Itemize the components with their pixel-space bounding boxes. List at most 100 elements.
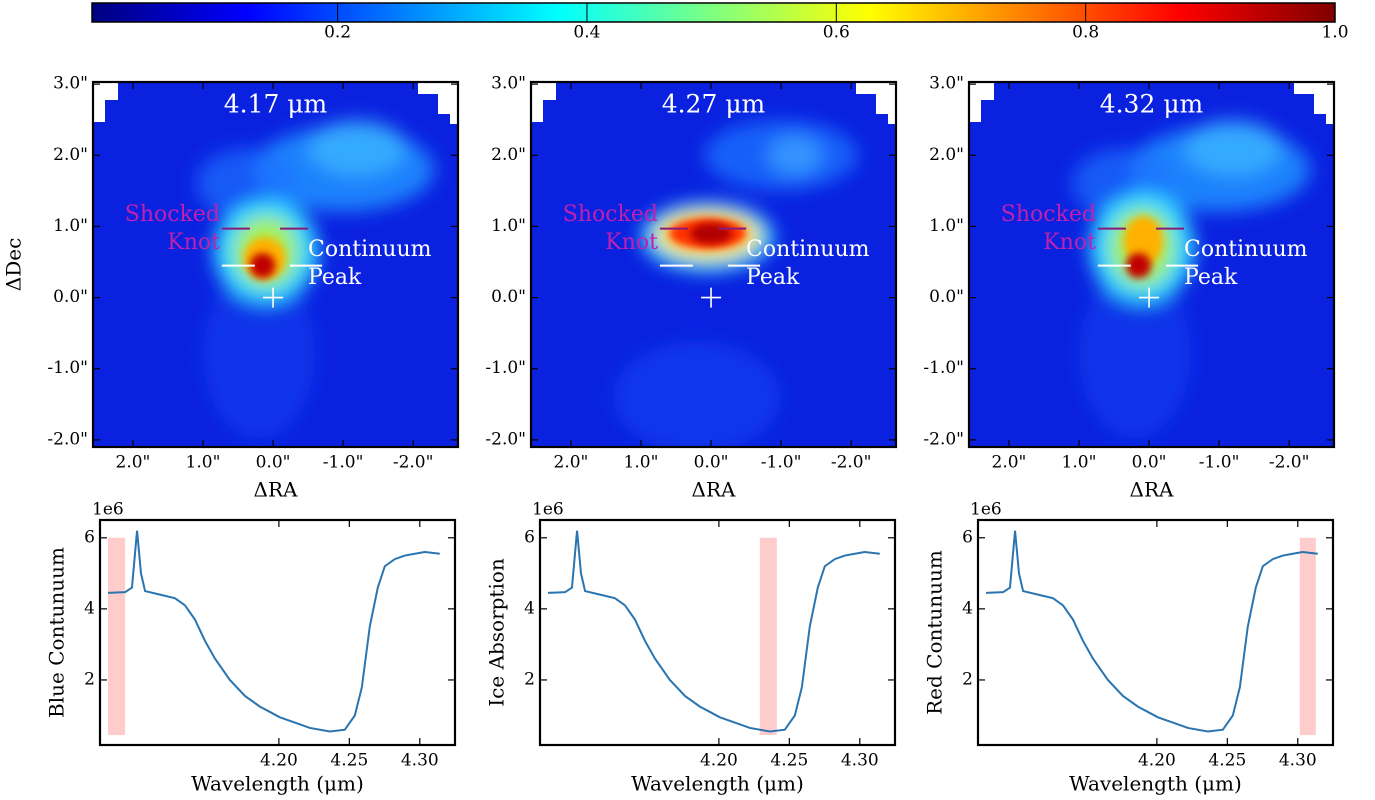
masked-region: [93, 82, 118, 100]
y-tick-label: -1.0": [485, 358, 526, 378]
y-tick-label: 3.0": [491, 74, 526, 94]
x-tick-label: 4.20: [700, 751, 738, 771]
y-tick-label: 2.0": [929, 145, 964, 165]
x-tick-label: 2.0": [992, 453, 1027, 473]
x-tick-label: -1.0": [761, 453, 802, 473]
emission-blob: [249, 252, 276, 279]
masked-region: [969, 100, 981, 122]
annotation: Knot: [1043, 230, 1096, 255]
colorbar-tick-label: 0.8: [1072, 23, 1099, 43]
x-axis-label: ΔRA: [692, 478, 737, 502]
masked-region: [1326, 114, 1334, 124]
x-tick-label: 1.0": [1062, 453, 1097, 473]
offset-label: 1e6: [970, 500, 1002, 520]
annotation: Shocked: [563, 202, 658, 227]
y-tick-label: 1.0": [929, 216, 964, 236]
y-tick-label: 2.0": [53, 145, 88, 165]
masked-region: [531, 82, 556, 100]
annotation: Shocked: [125, 202, 220, 227]
x-tick-label: -1.0": [323, 453, 364, 473]
spectrum-line: [985, 530, 1318, 733]
emission-blob: [1184, 120, 1283, 177]
emission-blob: [1079, 270, 1192, 439]
y-tick-label: 6: [84, 527, 95, 547]
y-tick-label: -1.0": [923, 358, 964, 378]
y-tick-label: 3.0": [929, 74, 964, 94]
x-tick-label: 0.0": [256, 453, 291, 473]
x-tick-label: -1.0": [1199, 453, 1240, 473]
x-tick-label: 4.20: [1138, 751, 1176, 771]
masked-region: [856, 82, 896, 94]
x-tick-label: 4.30: [401, 751, 439, 771]
masked-region: [93, 100, 105, 122]
x-tick-label: 1.0": [186, 453, 221, 473]
plot-frame: [529, 80, 898, 449]
y-tick-label: 0.0": [491, 287, 526, 307]
plot-frame: [538, 518, 897, 747]
y-axis-label: Ice Absorption: [485, 558, 509, 707]
x-tick-label: 4.25: [330, 751, 368, 771]
y-tick-label: -2.0": [485, 429, 526, 449]
y-tick-label: 6: [524, 527, 535, 547]
masked-region: [418, 82, 458, 94]
annotation: Continuum: [1184, 237, 1308, 262]
spectrum-line: [547, 530, 880, 733]
x-tick-label: 1.0": [624, 453, 659, 473]
x-axis-label: Wavelength (μm): [191, 772, 364, 796]
y-tick-label: 4: [524, 598, 535, 618]
colorbar: [91, 2, 1336, 23]
y-tick-label: 0.0": [53, 287, 88, 307]
masked-region: [1314, 94, 1334, 114]
y-tick-label: -1.0": [47, 358, 88, 378]
x-tick-label: 4.30: [841, 751, 879, 771]
x-tick-label: 0.0": [694, 453, 729, 473]
y-tick-label: 2.0": [491, 145, 526, 165]
y-tick-label: 6: [962, 527, 973, 547]
y-tick-label: 0.0": [929, 287, 964, 307]
spectrum-line: [107, 530, 440, 733]
emission-blob: [308, 120, 407, 177]
emission-blob: [1125, 252, 1152, 279]
x-axis-label: Wavelength (μm): [631, 772, 804, 796]
x-axis-label: ΔRA: [1130, 478, 1175, 502]
x-axis-label: Wavelength (μm): [1069, 772, 1242, 796]
masked-region: [969, 82, 994, 100]
emission-blob: [1123, 216, 1164, 266]
emission-blob: [690, 223, 733, 245]
x-tick-label: -2.0": [1269, 453, 1310, 473]
annotation: Continuum: [308, 237, 432, 262]
annotation: Peak: [1184, 265, 1238, 290]
colorbar-tick-label: 0.4: [573, 23, 600, 43]
masked-region: [1294, 82, 1334, 94]
offset-label: 1e6: [92, 500, 124, 520]
y-axis-label: Blue Contunuum: [45, 547, 69, 718]
colorbar-tick-label: 0.2: [324, 23, 351, 43]
annotation: Peak: [746, 265, 800, 290]
panel-title: 4.17 μm: [224, 90, 328, 119]
emission-blob: [767, 134, 824, 177]
emission-blob: [613, 341, 782, 447]
masked-region: [888, 114, 896, 124]
image: [969, 82, 1334, 447]
plus-marker: [263, 287, 284, 308]
y-tick-label: 2: [84, 669, 95, 689]
plot-frame: [98, 518, 457, 747]
plus-marker: [701, 287, 722, 308]
y-tick-label: 1.0": [53, 216, 88, 236]
y-tick-label: 2: [962, 669, 973, 689]
x-axis-label: ΔRA: [254, 478, 299, 502]
y-axis-label: Red Contunuum: [923, 550, 947, 715]
colorbar-tick-label: 1.0: [1321, 23, 1348, 43]
core: [1123, 216, 1164, 266]
annotation: Knot: [605, 230, 658, 255]
colorbar-tick-label: 0.6: [823, 23, 850, 43]
panel-title: 4.32 μm: [1100, 90, 1204, 119]
masked-region: [876, 94, 896, 114]
image: [93, 82, 458, 447]
y-tick-label: 4: [962, 598, 973, 618]
x-tick-label: 2.0": [116, 453, 151, 473]
core: [690, 223, 733, 245]
plot-frame: [967, 80, 1336, 449]
plus-marker: [1139, 287, 1160, 308]
band: [1299, 537, 1316, 736]
